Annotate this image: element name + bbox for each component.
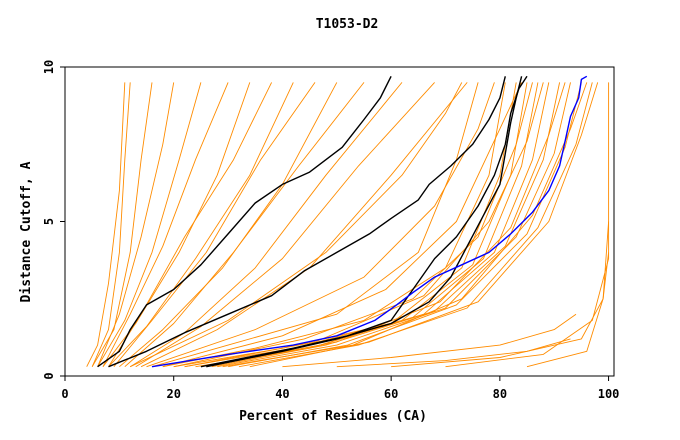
- series-line-black-38: [97, 75, 392, 368]
- series-line-orange-32: [391, 252, 610, 368]
- x-tick-label: 60: [384, 387, 398, 401]
- y-axis-ticks: 0 5 10: [42, 60, 65, 380]
- series-line-orange-1: [91, 82, 131, 367]
- series-line-orange-7: [108, 82, 273, 367]
- series-line-orange-10: [119, 82, 338, 368]
- x-axis-label: Percent of Residues (CA): [239, 409, 427, 424]
- series-line-orange-11: [124, 82, 365, 368]
- y-axis-label: Distance Cutoff, A: [19, 161, 34, 302]
- series-line-orange-0: [86, 82, 126, 367]
- series-line-orange-27: [184, 82, 544, 368]
- series-line-orange-6: [102, 82, 251, 367]
- series-line-orange-26: [173, 82, 533, 368]
- series-line-orange-30: [282, 313, 577, 368]
- x-axis-ticks: 0 20 40 60 80 100: [61, 376, 619, 401]
- series-line-orange-12: [129, 82, 403, 368]
- series-line-orange-19: [195, 82, 539, 368]
- y-tick-label: 10: [42, 60, 56, 74]
- series-line-orange-9: [113, 82, 316, 367]
- series-line-orange-2: [91, 82, 153, 367]
- series-line-orange-20: [200, 82, 550, 368]
- series-line-orange-8: [108, 82, 294, 368]
- series-line-orange-34: [526, 221, 610, 368]
- series-line-orange-36: [222, 82, 588, 368]
- x-tick-label: 0: [61, 387, 68, 401]
- chart-title: T1053-D2: [316, 17, 379, 32]
- series-line-orange-37: [162, 82, 523, 368]
- x-tick-label: 80: [493, 387, 507, 401]
- x-tick-label: 100: [598, 387, 620, 401]
- series-line-black-39: [108, 76, 506, 368]
- series-line-orange-3: [97, 82, 175, 367]
- series-line-orange-16: [162, 82, 506, 368]
- y-tick-label: 0: [42, 372, 56, 379]
- series-line-orange-31: [336, 338, 571, 368]
- series-line-orange-28: [146, 82, 495, 368]
- series-line-orange-4: [97, 82, 202, 367]
- series-line-blue-42: [151, 75, 588, 368]
- series-line-orange-23: [228, 82, 582, 368]
- x-tick-label: 40: [275, 387, 289, 401]
- series-line-orange-13: [135, 82, 435, 368]
- series-line-black-41: [200, 75, 528, 368]
- y-tick-label: 5: [42, 218, 56, 225]
- series-line-orange-22: [217, 82, 571, 368]
- series-line-orange-15: [151, 82, 479, 368]
- series-line-orange-21: [211, 82, 561, 368]
- series-line-orange-35: [206, 82, 566, 368]
- series-line-orange-5: [102, 82, 229, 367]
- plot-lines: [86, 75, 610, 368]
- x-tick-label: 20: [166, 387, 180, 401]
- series-line-orange-33: [445, 82, 610, 368]
- series-line-orange-29: [130, 82, 463, 368]
